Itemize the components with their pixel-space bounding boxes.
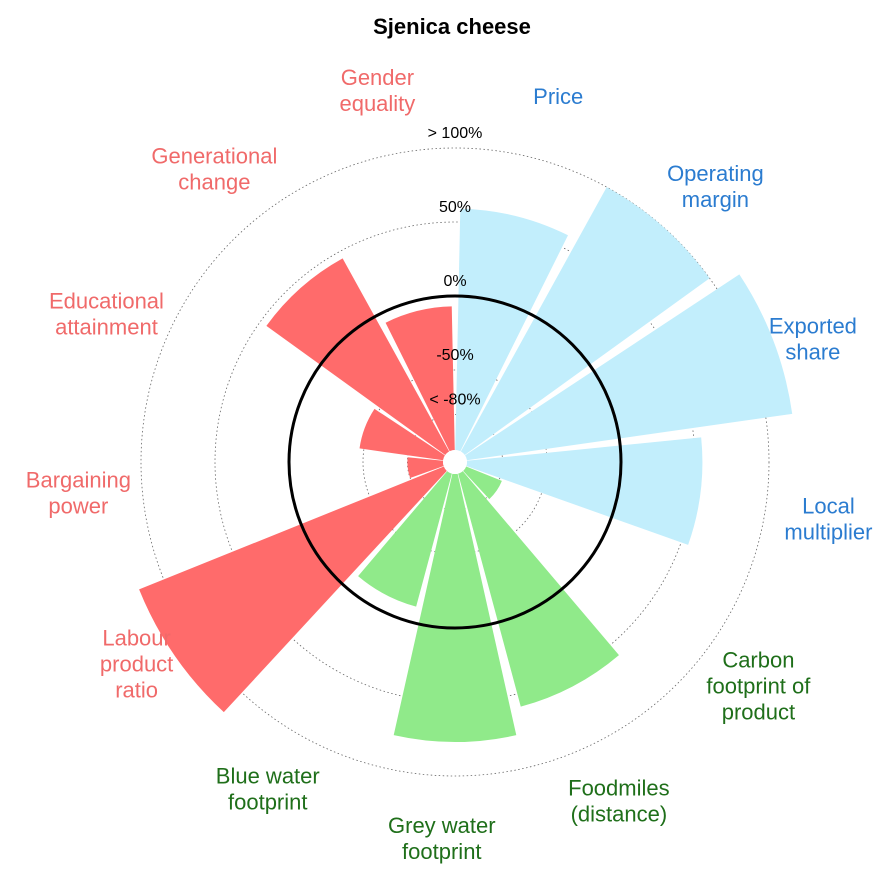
bar — [393, 473, 517, 742]
category-label: Bargaining power — [26, 467, 131, 518]
category-label: Exported share — [769, 313, 857, 364]
chart-title: Sjenica cheese — [373, 14, 531, 39]
bar — [460, 187, 710, 455]
bar — [458, 471, 619, 707]
bar — [359, 408, 445, 461]
bar — [466, 437, 703, 545]
bar — [385, 306, 455, 452]
category-label: Price — [533, 84, 583, 109]
category-label: Grey water footprint — [388, 813, 496, 864]
category-label: Local multiplier — [784, 493, 872, 544]
category-label: Generational change — [151, 143, 277, 194]
bar — [407, 457, 444, 478]
category-label: Carbon footprint of product — [706, 647, 811, 724]
y-tick-label: 0% — [443, 273, 466, 290]
bar — [358, 471, 452, 607]
bar — [266, 258, 450, 455]
y-tick-label: < -80% — [429, 392, 480, 409]
center-hole — [443, 450, 467, 474]
category-label: Gender equality — [339, 65, 415, 116]
y-tick-label: 50% — [439, 199, 471, 216]
category-label: Operating margin — [667, 161, 764, 212]
category-label: Labour product ratio — [100, 626, 173, 703]
bar — [465, 274, 793, 461]
category-label: Foodmiles (distance) — [568, 775, 669, 826]
bar — [455, 208, 569, 452]
zero-ring — [287, 294, 623, 630]
bar — [139, 466, 447, 713]
y-tick-label: > 100% — [428, 125, 483, 142]
category-label: Educational attainment — [49, 289, 164, 340]
bar — [463, 466, 502, 500]
category-label: Blue water footprint — [216, 763, 320, 814]
grid-ring — [140, 147, 770, 777]
y-tick-label: -50% — [436, 347, 473, 364]
